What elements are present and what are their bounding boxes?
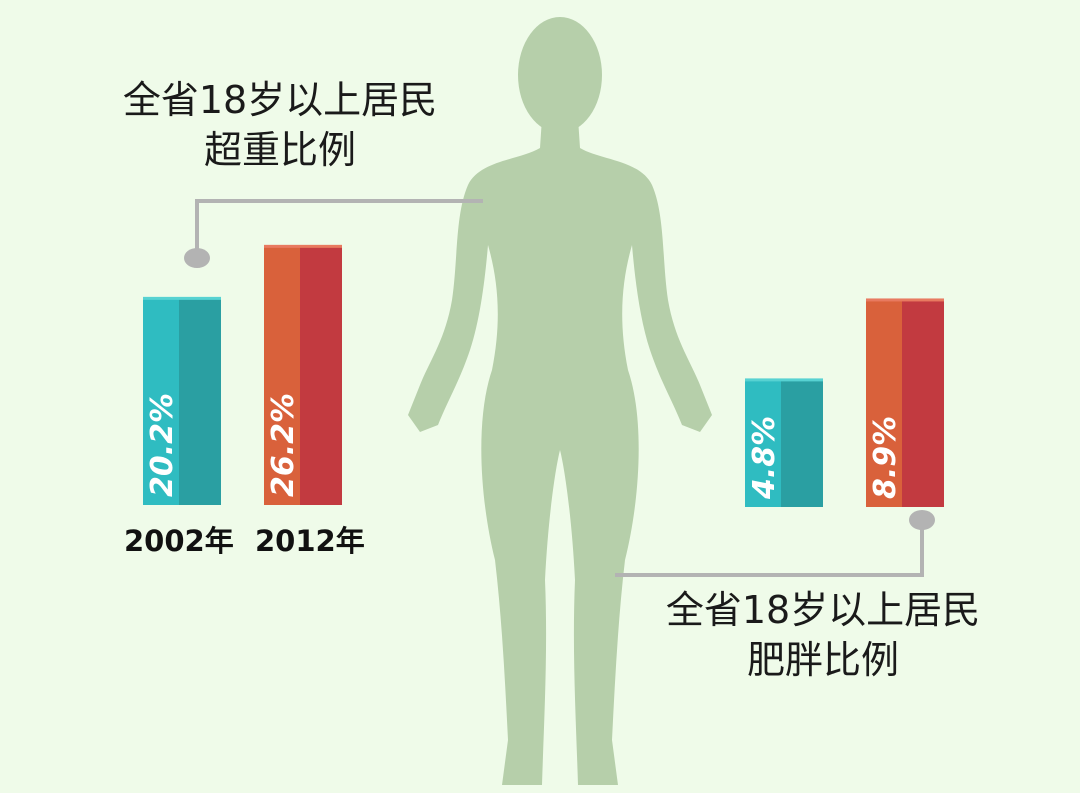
obesity-title-line2: 肥胖比例 (746, 638, 899, 682)
connector-obesity (615, 510, 935, 577)
year-label-2002: 2002年 (124, 524, 234, 558)
bar-data-label: 26.2% (266, 393, 301, 497)
bar-data-label: 4.8% (747, 416, 782, 500)
bar-side-face (300, 246, 342, 505)
bar-front-face (745, 380, 781, 507)
human-silhouette (408, 17, 712, 785)
obesity-title: 全省18岁以上居民 肥胖比例 (613, 585, 1033, 685)
bar-side-face (179, 298, 221, 505)
silhouette-head (518, 17, 602, 133)
overweight-title-line1: 全省18岁以上居民 (122, 78, 438, 122)
bar-top-face (143, 296, 221, 300)
bar-side-face (902, 300, 944, 507)
bar-data-label: 20.2% (145, 393, 180, 497)
bar-side-face (781, 380, 823, 507)
bar-top-face (745, 378, 823, 382)
bar-front-face (143, 298, 179, 505)
silhouette-body (408, 118, 712, 785)
bar-front-face (866, 300, 902, 507)
bar-data-label: 8.9% (868, 416, 903, 499)
obesity-title-line1: 全省18岁以上居民 (665, 588, 981, 632)
overweight-title: 全省18岁以上居民 超重比例 (70, 75, 490, 175)
bar-front-face (264, 246, 300, 505)
bar-overweight-1: 26.2% (264, 244, 342, 505)
bar-obesity-0: 4.8% (745, 378, 823, 507)
bar-top-face (866, 298, 944, 302)
bar-overweight-0: 20.2% (143, 296, 221, 505)
overweight-title-line2: 超重比例 (203, 128, 356, 172)
year-label-2012: 2012年 (255, 524, 365, 558)
connector-overweight (184, 199, 483, 268)
bar-obesity-1: 8.9% (866, 298, 944, 507)
bar-top-face (264, 244, 342, 248)
